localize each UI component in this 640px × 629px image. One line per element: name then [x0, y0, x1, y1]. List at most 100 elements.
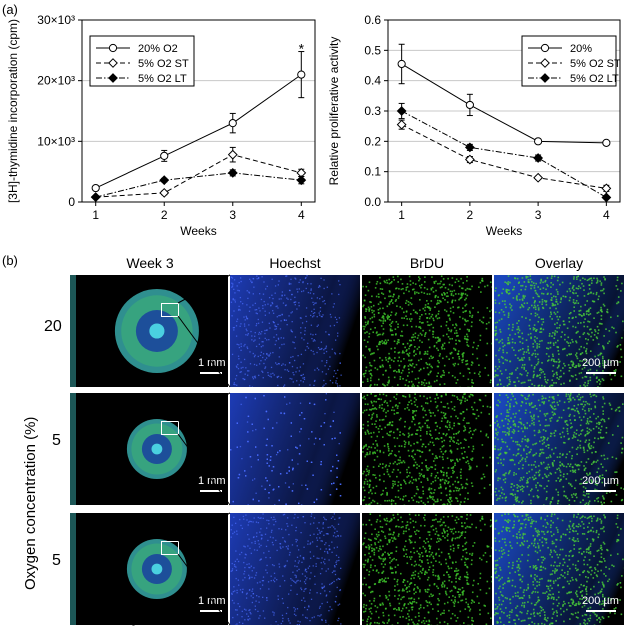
chart1-annotation: * [299, 40, 305, 56]
chart2-xtick-label: 4 [603, 208, 610, 222]
chart2-ytick-label: 0.5 [364, 43, 381, 57]
thymidine-chart: 0 10×10³ 20×10³ 30×10³ 1 2 3 4 Weeks [3H]-thymidi… [6, 13, 316, 238]
chart2-point [396, 106, 407, 116]
column-header-brdu: BrDU [409, 255, 445, 271]
panel-a-label: (a) [2, 2, 18, 17]
chart2-plot-frame [387, 19, 621, 203]
tile-week-5-long [70, 513, 228, 625]
oxygen-concentration-axis-title: Oxygen concentration (%) [22, 416, 39, 590]
chart2-ytick-label: 0.0 [364, 195, 381, 209]
chart1-point [159, 175, 170, 186]
chart2-legend-label: 5% O2 ST [570, 58, 621, 70]
chart2-point [464, 142, 475, 153]
chart1-point [297, 70, 306, 79]
scale-label-mm: 1 mm [198, 595, 226, 607]
chart1-legend-marker [108, 58, 118, 68]
row-value-5-long: 5 [52, 552, 61, 569]
chart2-legend-box [521, 35, 617, 87]
tile-brdu-5-short [362, 393, 492, 505]
chart1-xtick-label: 1 [92, 208, 99, 222]
scale-bar-um [586, 490, 616, 492]
chart2-ytick-label: 0.1 [364, 165, 381, 179]
panel-b-label-text: (b) [2, 253, 18, 268]
scale-label-mm: 1 mm [198, 475, 226, 487]
chart1-legend-label: 5% O2 ST [138, 58, 189, 70]
column-header-hoechst: Hoechst [269, 255, 321, 271]
chart1-series-line [95, 154, 302, 198]
tile-week-5-short [70, 393, 228, 505]
tile-overlay-20 [494, 275, 624, 387]
chart2-legend-label: 5% O2 LT [570, 73, 619, 85]
chart2-ytick-label: 0.4 [364, 74, 381, 88]
chart2-ytick-label: 0.6 [364, 13, 381, 27]
chart1-xtick-label: 4 [298, 208, 305, 222]
scale-bar-um [586, 610, 616, 612]
chart2-point [533, 172, 544, 183]
row-sub-short-term: Short term [111, 494, 163, 506]
chart1-plot-frame [81, 19, 316, 203]
chart1-series-line [95, 74, 302, 189]
chart1-point [91, 183, 100, 193]
row-value-20: 20 [44, 318, 62, 335]
chart2-point [601, 192, 612, 203]
tile-overlay-5-long [494, 513, 624, 625]
scale-bar-mm [200, 610, 222, 612]
chart2-point [465, 100, 474, 110]
chart2-ytick-label: 0.3 [364, 104, 381, 118]
chart1-ytick-label: 20×10³ [37, 74, 75, 88]
tile-week-20 [70, 275, 228, 387]
column-header-overlay: Overlay [534, 255, 584, 271]
zoom-region-box [161, 303, 179, 317]
proliferative-activity-chart: 0.0 0.1 0.2 0.3 0.4 0.5 0.6 1 2 3 4 Weeks Relative p… [327, 13, 621, 238]
chart1-point [228, 119, 237, 128]
chart1-xtick-label: 2 [161, 208, 168, 222]
chart2-legend-marker [540, 58, 550, 68]
chart2-point [602, 138, 611, 147]
scale-label-um: 200 µm [582, 357, 619, 369]
chart1-point [227, 167, 238, 178]
scale-bar-um [586, 372, 616, 374]
chart2-legend-label: 20% [570, 43, 592, 55]
chart2-point [533, 153, 544, 163]
zoom-region-box [161, 541, 179, 555]
scale-label-um: 200 µm [582, 595, 619, 607]
tile-hoechst-5-long [230, 513, 360, 625]
chart2-series-line [401, 63, 607, 144]
chart2-legend-marker [540, 43, 550, 53]
chart2-legend-marker [540, 73, 550, 83]
scale-label-um: 200 µm [582, 475, 619, 487]
chart2-xtick-label: 2 [467, 208, 474, 222]
column-header-week3: Week 3 [126, 255, 174, 271]
chart1-point [159, 187, 170, 198]
chart2-series-line [401, 110, 607, 198]
zoom-region-box [161, 421, 179, 435]
scale-label-mm: 1 mm [198, 357, 226, 369]
chart2-series-line [401, 124, 607, 189]
chart2-point [396, 119, 407, 130]
chart1-ylabel: [3H]-thymidine incorporation (cpm) [6, 19, 20, 203]
tile-hoechst-5-short [230, 393, 360, 505]
chart1-series-line [95, 172, 302, 198]
chart1-legend-label: 20% O2 [138, 43, 178, 55]
tile-brdu-5-long [362, 513, 492, 625]
chart1-legend-marker [108, 73, 118, 83]
chart1-ytick-label: 30×10³ [37, 13, 75, 27]
chart1-legend-label: 5% O2 LT [138, 73, 187, 85]
tile-brdu-20 [362, 275, 492, 387]
row-value-5-short: 5 [52, 432, 61, 449]
chart2-ytick-label: 0.2 [364, 134, 381, 148]
chart2-point [397, 59, 406, 69]
chart2-point [464, 154, 475, 165]
chart1-point [227, 149, 238, 160]
chart1-xlabel: Weeks [180, 224, 216, 238]
chart1-ytick-label: 10×10³ [37, 134, 75, 148]
chart1-point [296, 175, 307, 186]
chart1-ytick-label: 0 [68, 195, 75, 209]
chart2-xlabel: Weeks [486, 224, 522, 238]
scale-bar-mm [200, 372, 222, 374]
chart2-xtick-label: 1 [398, 208, 405, 222]
chart1-legend-marker [108, 43, 118, 53]
chart2-point [534, 137, 543, 146]
panel-b-label: (b) [2, 253, 18, 268]
chart2-xtick-label: 3 [535, 208, 542, 222]
